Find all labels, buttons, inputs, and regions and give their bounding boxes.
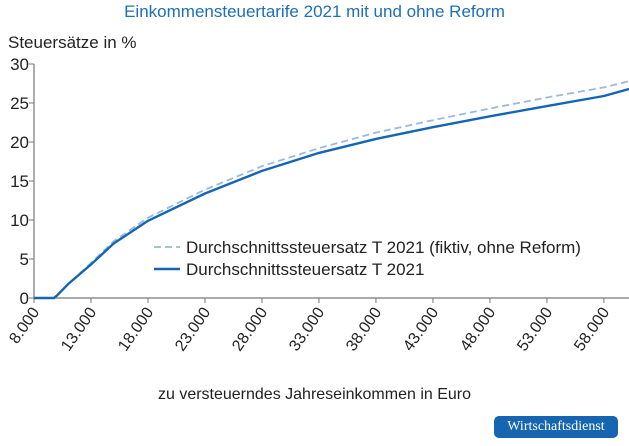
x-tick-label: 43.000 (400, 304, 442, 354)
series-line-2 (34, 87, 629, 300)
x-tick-label: 53.000 (514, 304, 556, 354)
x-tick-label: 18.000 (115, 304, 157, 354)
y-tick-label: 25 (10, 94, 29, 113)
y-tick-label: 20 (10, 133, 29, 152)
y-tick-label: 15 (10, 172, 29, 191)
y-tick-label: 10 (10, 211, 29, 230)
x-tick-label: 33.000 (286, 304, 328, 354)
x-tick-label: 28.000 (229, 304, 271, 354)
y-tick-label: 5 (20, 250, 29, 269)
y-axis-label: Steuersätze in % (8, 33, 137, 52)
x-tick-label: 38.000 (343, 304, 385, 354)
publisher-badge: Wirtschaftsdienst (494, 416, 618, 438)
legend-label: Durchschnittssteuersatz T 2021 (fiktiv, … (186, 238, 581, 257)
y-tick-label: 30 (10, 55, 29, 74)
x-axis-label: zu versteuerndes Jahreseinkommen in Euro (157, 386, 472, 403)
y-tick-label: 0 (20, 289, 29, 308)
legend-label: Durchschnittssteuersatz T 2021 (186, 260, 424, 279)
x-tick-label: 58.000 (571, 304, 613, 354)
x-tick-label: 8.000 (6, 304, 43, 347)
chart-title: Einkommensteuertarife 2021 mit und ohne … (124, 2, 505, 21)
x-tick-label: 23.000 (172, 304, 214, 354)
x-tick-label: 13.000 (58, 304, 100, 354)
x-tick-label: 48.000 (457, 304, 499, 354)
